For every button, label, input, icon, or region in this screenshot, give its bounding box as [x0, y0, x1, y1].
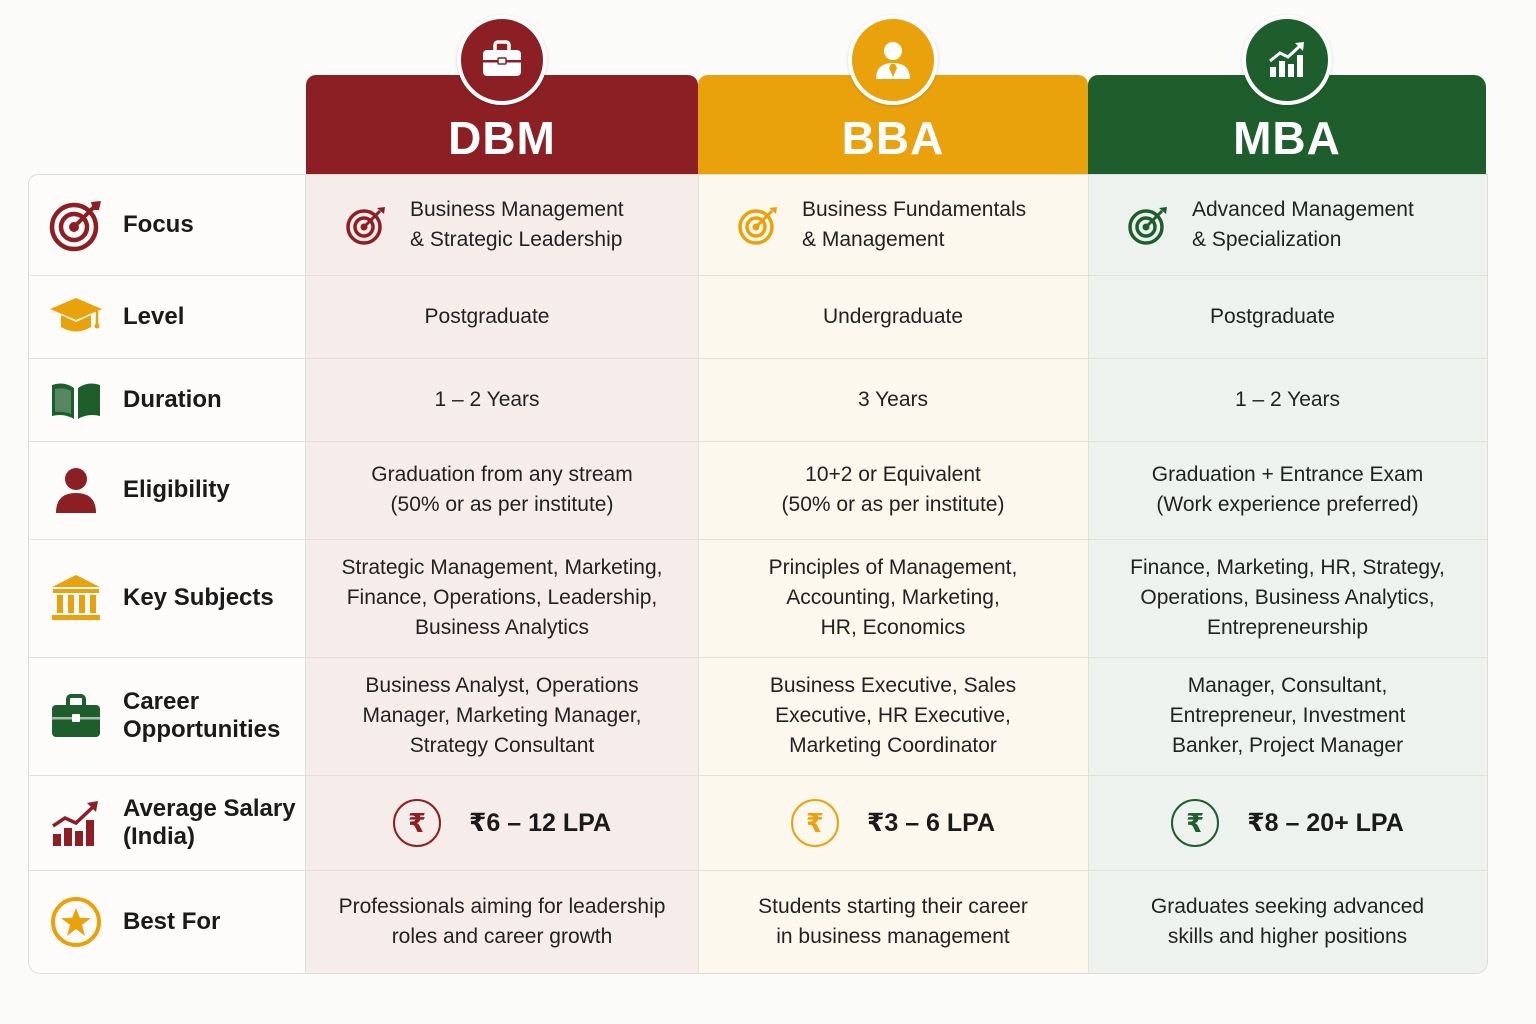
bba-column-bg [698, 175, 1088, 973]
row-career: Career Opportunities Business Analyst, O… [29, 657, 1487, 776]
growth-chart-icon [52, 800, 98, 846]
divider [1088, 175, 1089, 973]
row-key-subjects: Key Subjects Strategic Management, Marke… [29, 539, 1487, 658]
rupee-icon: ₹ [393, 798, 441, 847]
mba-salary-cell: ₹ ₹8 – 20+ LPA [1088, 775, 1487, 870]
briefcase-icon [52, 694, 100, 737]
person-tie-icon [876, 42, 910, 79]
bba-salary: ₹3 – 6 LPA [866, 808, 996, 837]
dbm-subjects: Strategic Management, Marketing, Finance… [341, 556, 663, 639]
mba-career: Manager, Consultant, Entrepreneur, Inves… [1169, 674, 1406, 757]
dbm-focus-cell: Business Management & Strategic Leadersh… [306, 175, 698, 275]
bba-focus: Business Fundamentals & Management [802, 198, 1027, 251]
bba-career: Business Executive, Sales Executive, HR … [769, 674, 1017, 757]
dbm-salary-cell: ₹ ₹6 – 12 LPA [306, 775, 698, 870]
target-icon [738, 207, 777, 245]
label-salary: Average Salary (India) [123, 794, 296, 850]
row-label: Level [29, 275, 305, 358]
dbm-badge [457, 15, 547, 105]
row-label: Eligibility [29, 441, 305, 539]
label-key-subjects: Key Subjects [123, 584, 274, 611]
mba-subjects: Finance, Marketing, HR, Strategy, Operat… [1130, 556, 1445, 639]
mba-header: MBA [1088, 15, 1486, 175]
dbm-header: DBM [306, 15, 698, 175]
mba-focus: Advanced Management & Specialization [1192, 198, 1414, 251]
label-duration: Duration [123, 385, 222, 413]
graduation-cap-icon [50, 297, 102, 331]
row-best-for: Best For Professionals aiming for leader… [29, 870, 1487, 973]
mba-badge [1242, 15, 1332, 105]
dbm-column-bg [306, 175, 698, 973]
bba-duration: 3 Years [857, 387, 929, 411]
mba-title: MBA [1233, 112, 1341, 164]
mba-best-for: Graduates seeking advanced skills and hi… [1150, 894, 1425, 948]
label-career: Career Opportunities [123, 688, 281, 743]
open-book-icon [52, 383, 100, 419]
row-label: Duration [29, 358, 305, 441]
comparison-table: Focus Business Management & Strategic Le… [28, 174, 1488, 974]
row-label: Average Salary (India) [29, 775, 305, 870]
dbm-focus: Business Management & Strategic Leadersh… [410, 198, 624, 251]
dbm-career: Business Analyst, Operations Manager, Ma… [362, 674, 642, 757]
label-level: Level [123, 302, 185, 330]
row-focus: Focus Business Management & Strategic Le… [29, 175, 1487, 276]
divider [698, 175, 699, 973]
rupee-icon: ₹ [1171, 798, 1220, 847]
mba-focus-cell: Advanced Management & Specialization [1088, 175, 1487, 275]
dbm-best-for: Professionals aiming for leadership role… [338, 894, 666, 948]
institution-icon [52, 575, 100, 620]
dbm-level: Postgraduate [424, 304, 550, 328]
target-icon [1128, 207, 1167, 245]
bba-subjects: Principles of Management, Accounting, Ma… [768, 556, 1018, 639]
growth-chart-icon [1269, 42, 1304, 77]
mba-level: Postgraduate [1210, 304, 1335, 328]
mba-eligibility: Graduation + Entrance Exam (Work experie… [1151, 463, 1424, 516]
row-label: Focus [29, 175, 305, 275]
bba-salary-cell: ₹ ₹3 – 6 LPA [698, 775, 1088, 870]
label-eligibility: Eligibility [123, 476, 230, 503]
row-level: Level Postgraduate Undergraduate Postgra… [29, 275, 1487, 359]
target-icon [346, 207, 385, 245]
dbm-title: DBM [448, 112, 556, 164]
mba-column-bg [1088, 175, 1487, 973]
divider [305, 175, 306, 973]
row-salary: Average Salary (India) ₹ ₹6 – 12 LPA ₹ ₹… [29, 775, 1487, 871]
row-label: Key Subjects [29, 539, 305, 657]
mba-duration: 1 – 2 Years [1234, 387, 1341, 411]
row-duration: Duration 1 – 2 Years 3 Years 1 – 2 Years [29, 358, 1487, 442]
bba-title: BBA [841, 112, 945, 164]
star-badge-icon [51, 896, 101, 947]
bba-badge [848, 15, 938, 105]
row-eligibility: Eligibility Graduation from any stream (… [29, 441, 1487, 540]
dbm-salary: ₹6 – 12 LPA [469, 808, 611, 837]
user-icon [56, 468, 96, 513]
bba-eligibility: 10+2 or Equivalent (50% or as per instit… [781, 463, 1005, 516]
bba-level: Undergraduate [822, 304, 964, 328]
dbm-eligibility: Graduation from any stream (50% or as pe… [371, 463, 633, 516]
rupee-icon: ₹ [790, 798, 839, 847]
briefcase-icon [483, 40, 521, 76]
bba-header: BBA [698, 15, 1088, 175]
label-best-for: Best For [123, 907, 221, 935]
bba-focus-cell: Business Fundamentals & Management [698, 175, 1088, 275]
row-label: Best For [29, 870, 305, 973]
row-label: Career Opportunities [29, 657, 305, 775]
label-focus: Focus [123, 211, 194, 238]
target-icon [49, 201, 101, 252]
dbm-duration: 1 – 2 Years [434, 387, 540, 411]
bba-best-for: Students starting their career in busine… [758, 894, 1028, 948]
mba-salary: ₹8 – 20+ LPA [1247, 808, 1404, 837]
